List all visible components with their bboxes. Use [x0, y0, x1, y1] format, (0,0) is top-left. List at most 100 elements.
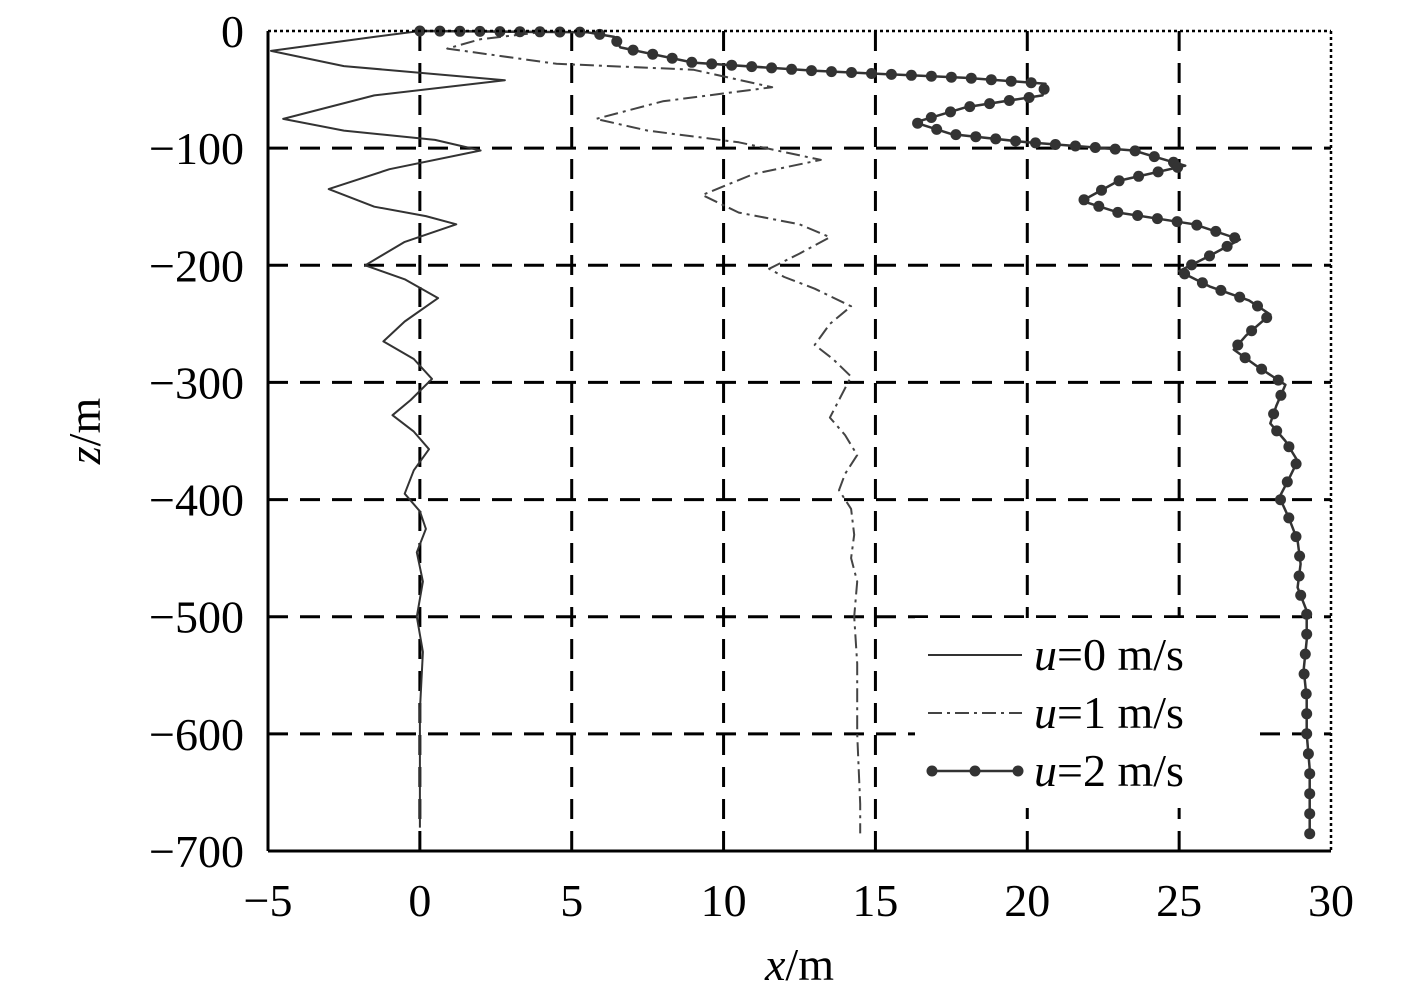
series-marker: [647, 48, 659, 60]
series-marker: [1191, 219, 1203, 231]
series-marker: [1132, 210, 1144, 221]
series-marker: [627, 44, 639, 56]
y-axis-ticks: 0 −100 −200 −300 −400 −500 −600 −700: [149, 6, 244, 877]
series-marker: [912, 117, 924, 129]
series-marker: [574, 26, 586, 38]
y-tick-label: −200: [149, 240, 244, 291]
series-marker: [1294, 550, 1306, 562]
y-tick-label: −500: [149, 592, 244, 643]
series-marker: [454, 25, 466, 37]
y-axis-unit: /m: [59, 398, 110, 447]
legend-item: u=0 m/s: [928, 629, 1184, 680]
y-axis-title: z/m: [59, 398, 110, 466]
series-marker: [706, 58, 718, 70]
legend: u=0 m/s u=1 m/s u=2 m/s: [915, 618, 1255, 808]
series-marker: [1025, 77, 1037, 89]
y-axis-variable: z: [59, 446, 110, 465]
series-group: [270, 25, 1316, 840]
series-marker: [1234, 291, 1246, 303]
series-marker: [965, 72, 977, 84]
x-axis-variable: x: [764, 939, 786, 990]
x-tick-label: 20: [1004, 875, 1050, 926]
legend-label: u=1 m/s: [1034, 687, 1184, 738]
x-tick-label: 30: [1308, 875, 1354, 926]
series-marker: [1186, 259, 1198, 271]
x-tick-label: 5: [560, 875, 583, 926]
series-marker: [984, 98, 996, 110]
legend-label: u=0 m/s: [1034, 629, 1184, 680]
series-marker: [1272, 374, 1284, 386]
series-marker: [746, 61, 758, 73]
series-marker: [1304, 808, 1316, 820]
series-1: [419, 30, 862, 834]
series-marker: [434, 25, 446, 37]
series-marker: [1171, 216, 1183, 228]
series-line: [270, 30, 506, 828]
series-marker: [594, 28, 606, 40]
series-marker: [1210, 225, 1222, 237]
series-marker: [1295, 589, 1307, 601]
series-marker: [1283, 512, 1295, 524]
series-marker: [1113, 175, 1125, 187]
legend-marker: [1012, 765, 1024, 777]
series-marker: [1301, 608, 1313, 620]
x-tick-label: 10: [701, 875, 747, 926]
series-marker: [885, 68, 897, 80]
series-marker: [1298, 668, 1310, 680]
series-marker: [1232, 339, 1244, 351]
series-marker: [1129, 145, 1141, 157]
series-marker: [1281, 476, 1293, 488]
series-marker: [985, 74, 997, 86]
series-marker: [554, 26, 566, 38]
series-marker: [1252, 300, 1263, 312]
series-marker: [1275, 389, 1287, 401]
x-axis-title: x/m: [764, 939, 834, 990]
series-2: [414, 25, 1316, 840]
x-tick-label: 25: [1156, 875, 1202, 926]
series-marker: [905, 69, 917, 81]
legend-background: [915, 618, 1255, 808]
series-marker: [1038, 83, 1050, 95]
series-marker: [1290, 458, 1302, 470]
series-marker: [1049, 139, 1061, 150]
series-marker: [1204, 250, 1215, 262]
series-marker: [766, 62, 778, 74]
x-axis-unit: /m: [785, 939, 834, 990]
series-marker: [1179, 268, 1191, 280]
series-marker: [611, 35, 623, 47]
y-tick-label: −700: [149, 826, 244, 877]
series-marker: [1005, 75, 1017, 87]
series-marker: [1299, 648, 1311, 660]
series-marker: [1069, 140, 1081, 152]
series-marker: [1301, 628, 1313, 640]
series-marker: [931, 123, 943, 135]
series-marker: [925, 70, 937, 82]
series-marker: [1290, 531, 1302, 543]
series-marker: [1089, 142, 1101, 153]
series-marker: [786, 63, 798, 75]
series-marker: [726, 59, 738, 71]
series-marker: [1172, 161, 1184, 173]
series-marker: [1300, 688, 1312, 700]
series-marker: [1283, 441, 1295, 453]
legend-label-text: =1 m/s: [1057, 687, 1184, 738]
series-marker: [1196, 277, 1208, 289]
series-marker: [1093, 200, 1105, 212]
series-line: [419, 30, 862, 834]
x-tick-label: 15: [852, 875, 898, 926]
series-marker: [806, 65, 817, 77]
series-marker: [945, 106, 956, 118]
legend-label: u=2 m/s: [1034, 745, 1184, 796]
series-marker: [666, 52, 678, 64]
series-marker: [945, 71, 957, 83]
series-marker: [925, 112, 937, 123]
series-marker: [514, 26, 526, 38]
series-marker: [1268, 408, 1280, 420]
series-marker: [1301, 728, 1313, 740]
plot-border: [266, 29, 1333, 853]
series-marker: [1239, 352, 1251, 364]
series-marker: [1229, 232, 1241, 244]
series-marker: [1304, 768, 1316, 780]
series-marker: [494, 26, 506, 38]
